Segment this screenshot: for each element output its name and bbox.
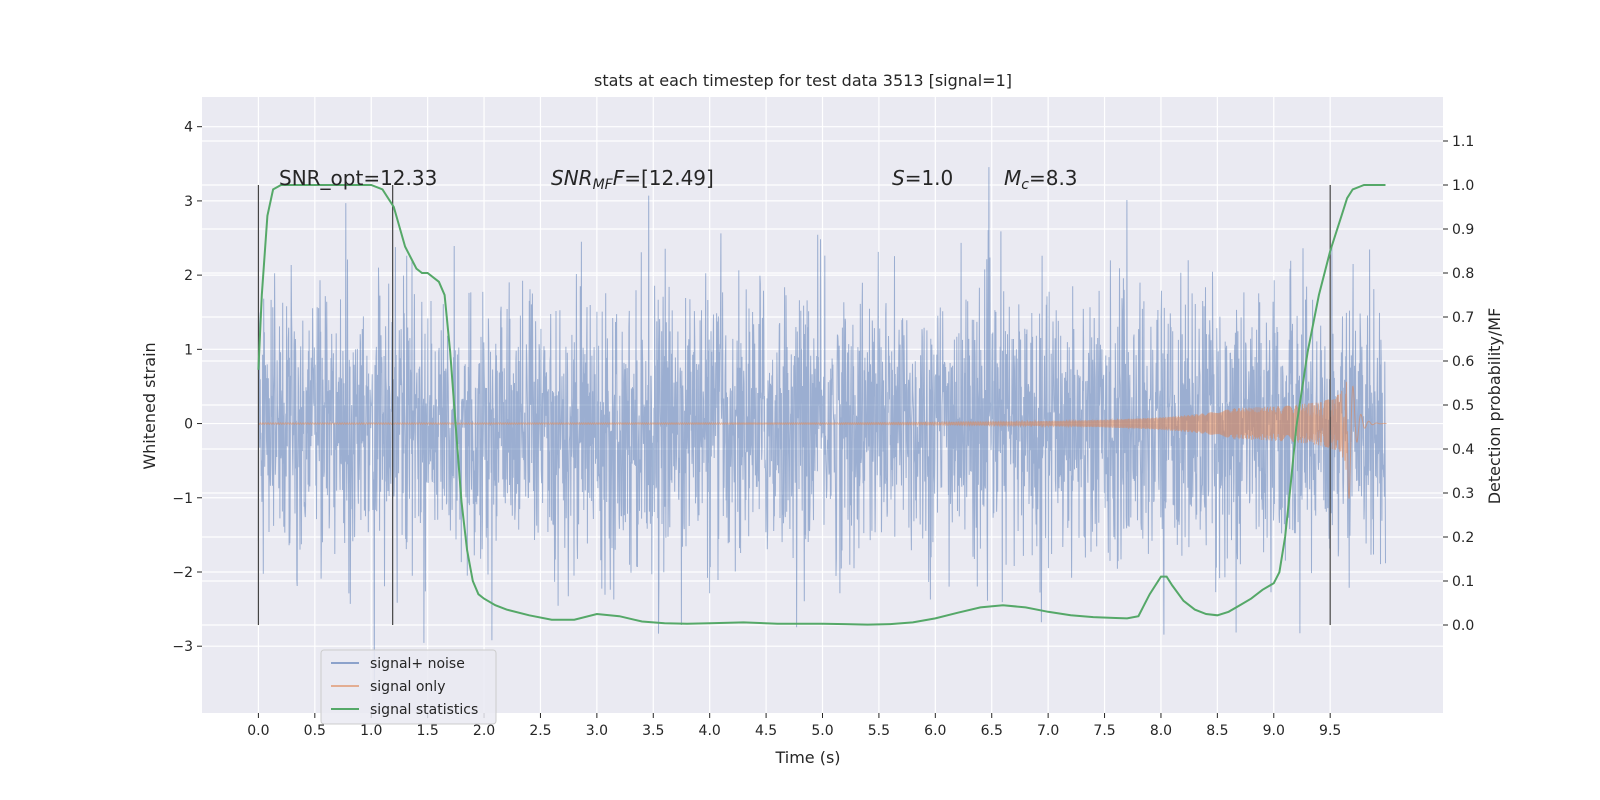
annotation-snr-mf: SNRMFF=[12.49] [551,166,714,193]
y-tick-label: 3 [184,194,193,210]
y-right-tick-label: 0.7 [1452,310,1474,326]
x-tick-label: 5.0 [811,723,833,739]
x-tick-label: 6.5 [981,723,1003,739]
y-right-tick-label: 0.6 [1452,354,1474,370]
y-tick-label: 1 [184,342,193,358]
x-tick-label: 1.0 [360,723,382,739]
annotation-s: S=1.0 [892,166,953,190]
x-tick-label: 3.0 [586,723,608,739]
legend-label-signal-statistics: signal statistics [370,702,478,718]
y-tick-label: −1 [172,491,193,507]
y-right-tick-label: 0.4 [1452,442,1474,458]
legend-label-signal-noise: signal+ noise [370,656,465,672]
x-tick-label: 2.5 [529,723,551,739]
x-tick-label: 5.5 [868,723,890,739]
x-tick-label: 6.0 [924,723,946,739]
x-tick-label: 4.0 [699,723,721,739]
y-tick-label: 4 [184,120,193,136]
y-right-tick-label: 0.8 [1452,266,1474,282]
x-tick-label: 9.5 [1319,723,1341,739]
x-tick-label: 3.5 [642,723,664,739]
series-signal-statistics [257,184,1386,626]
y-axis-label: Whitened strain [140,342,159,469]
x-tick-label: 0.5 [304,723,326,739]
legend: signal+ noise signal only signal statist… [320,649,497,725]
y-tick-label: −2 [172,565,193,581]
chart-title: stats at each timestep for test data 351… [594,71,1012,90]
series-signal-only [257,381,1387,499]
x-tick-label: 0.0 [247,723,269,739]
x-tick-label: 4.5 [755,723,777,739]
y-right-tick-label: 1.0 [1452,178,1474,194]
x-tick-label: 9.0 [1263,723,1285,739]
x-tick-label: 8.0 [1150,723,1172,739]
y-axis-ticks-left: −3 −2 −1 0 1 2 3 4 [172,120,202,655]
y-right-tick-label: 0.1 [1452,574,1474,590]
y-right-tick-label: 0.9 [1452,222,1474,238]
y-tick-label: −3 [172,639,193,655]
x-tick-label: 7.5 [1093,723,1115,739]
x-tick-label: 2.0 [473,723,495,739]
vertical-markers [257,185,1331,625]
y-right-tick-label: 1.1 [1452,134,1474,150]
y-right-tick-label: 0.2 [1452,530,1474,546]
y-tick-label: 2 [184,268,193,284]
y-tick-label: 0 [184,417,193,433]
legend-label-signal-only: signal only [370,679,445,695]
y-axis-right-label: Detection probability/MF [1485,308,1504,505]
legend-box [320,649,497,725]
y-right-tick-label: 0.5 [1452,398,1474,414]
y-axis-ticks-right: 0.0 0.1 0.2 0.3 0.4 0.5 0.6 0.7 0.8 0.9 1.0 1.1 [1443,134,1474,634]
x-tick-label: 7.0 [1037,723,1059,739]
x-axis-label: Time (s) [774,748,840,767]
annotation-snr-opt: SNR_opt=12.33 [279,166,437,190]
y-right-tick-label: 0.0 [1452,618,1474,634]
x-tick-label: 8.5 [1206,723,1228,739]
x-axis-ticks: 0.0 0.5 1.0 1.5 2.0 2.5 3.0 3.5 4.0 4.5 5.0 5.5 6.0 6… [247,713,1341,739]
x-tick-label: 1.5 [417,723,439,739]
annotation-mc: Mc=8.3 [1004,166,1078,193]
y-right-tick-label: 0.3 [1452,486,1474,502]
